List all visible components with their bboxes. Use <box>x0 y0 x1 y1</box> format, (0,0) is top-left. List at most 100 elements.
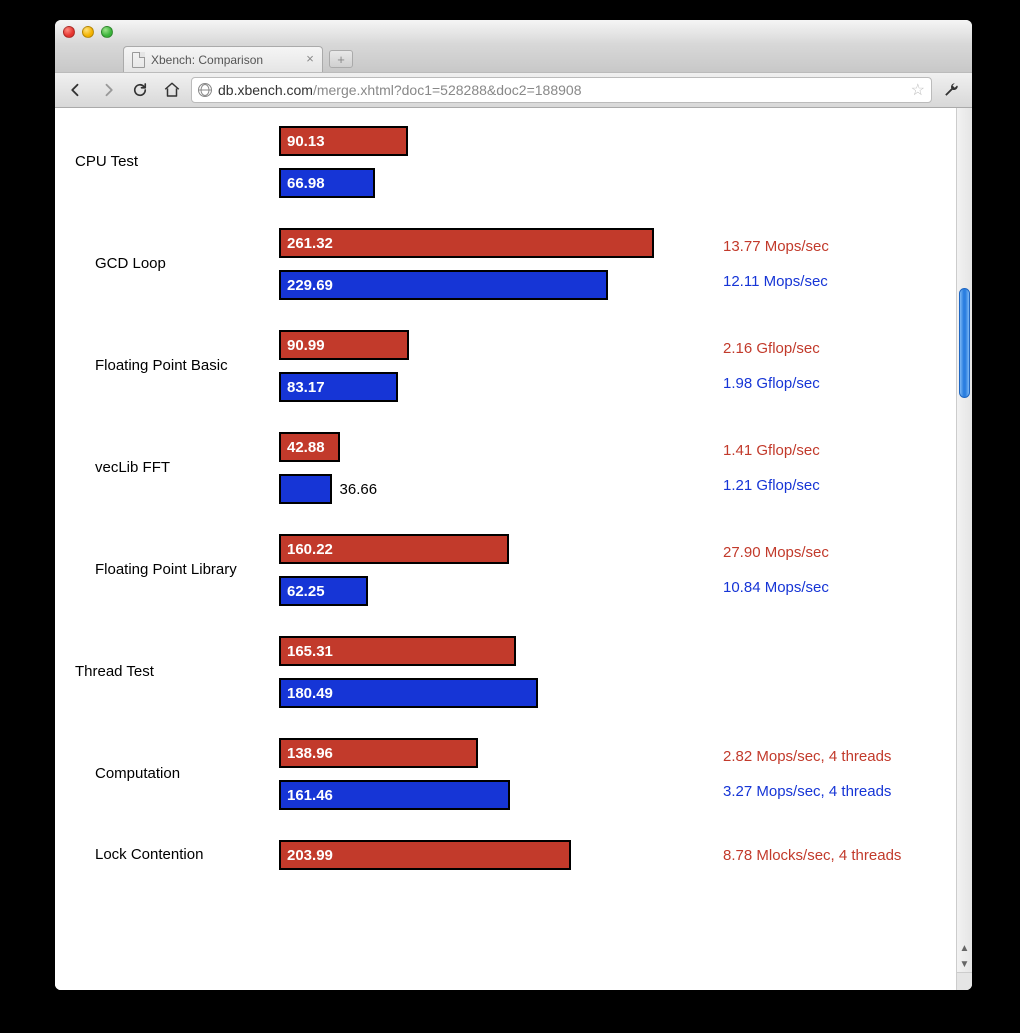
metric-labels: 1.41 Gflop/sec 1.21 Gflop/sec <box>723 442 956 494</box>
benchmark-label: CPU Test <box>55 153 265 172</box>
tab-close-icon[interactable]: × <box>304 53 316 65</box>
close-window-button[interactable] <box>63 26 75 38</box>
bar-row: 261.32 <box>279 228 709 258</box>
benchmark-label: Thread Test <box>55 663 265 682</box>
minimize-window-button[interactable] <box>82 26 94 38</box>
series2-metric: 10.84 Mops/sec <box>723 579 940 596</box>
benchmark-label: Floating Point Basic <box>55 357 265 376</box>
bar-group: 90.99 83.17 <box>279 330 709 402</box>
series1-bar: 138.96 <box>279 738 478 768</box>
page-favicon-icon <box>132 52 145 68</box>
series2-bar: 66.98 <box>279 168 375 198</box>
scrollbar-corner <box>956 972 972 990</box>
series2-bar: 161.46 <box>279 780 510 810</box>
bar-row: 66.98 <box>279 168 709 198</box>
metric-labels: 13.77 Mops/sec 12.11 Mops/sec <box>723 238 956 290</box>
series2-metric: 1.98 Gflop/sec <box>723 375 940 392</box>
wrench-menu-button[interactable] <box>938 78 964 102</box>
bar-group: 203.99 <box>279 840 709 870</box>
back-button[interactable] <box>63 78 89 102</box>
series1-metric: 2.82 Mops/sec, 4 threads <box>723 748 940 765</box>
benchmark-row: GCD Loop 261.32 229.69 13.77 Mops/sec 12.11 … <box>55 228 956 300</box>
benchmark-label: Lock Contention <box>55 846 265 865</box>
globe-icon <box>198 83 212 97</box>
bar-row: 229.69 <box>279 270 709 300</box>
benchmark-row: vecLib FFT 42.88 36.66 1.41 Gflop/sec 1.21 G… <box>55 432 956 504</box>
series1-metric: 27.90 Mops/sec <box>723 544 940 561</box>
bar-row: 90.13 <box>279 126 709 156</box>
metric-labels: 8.78 Mlocks/sec, 4 threads <box>723 847 956 864</box>
bar-row: 160.22 <box>279 534 709 564</box>
metric-labels: 2.82 Mops/sec, 4 threads 3.27 Mops/sec, 4… <box>723 748 956 800</box>
benchmark-label: Floating Point Library <box>55 561 265 580</box>
bar-row: 90.99 <box>279 330 709 360</box>
forward-button[interactable] <box>95 78 121 102</box>
bookmark-star-icon[interactable]: ☆ <box>911 80 925 100</box>
series1-bar: 90.13 <box>279 126 408 156</box>
benchmark-row: CPU Test 90.13 66.98 <box>55 126 956 198</box>
benchmark-label: vecLib FFT <box>55 459 265 478</box>
series1-bar: 90.99 <box>279 330 409 360</box>
series2-bar <box>279 474 332 504</box>
bar-row: 161.46 <box>279 780 709 810</box>
series2-metric: 1.21 Gflop/sec <box>723 477 940 494</box>
page-content: CPU Test 90.13 66.98 GCD Loop 261.32 229.69 13… <box>55 108 956 990</box>
bar-row: 83.17 <box>279 372 709 402</box>
series1-bar: 165.31 <box>279 636 516 666</box>
series1-metric: 2.16 Gflop/sec <box>723 340 940 357</box>
home-button[interactable] <box>159 78 185 102</box>
scroll-up-arrow-icon[interactable]: ▲ <box>957 940 972 956</box>
tab-title: Xbench: Comparison <box>151 53 263 67</box>
benchmark-row: Computation 138.96 161.46 2.82 Mops/sec, 4 … <box>55 738 956 810</box>
bar-row: 62.25 <box>279 576 709 606</box>
new-tab-button[interactable]: + <box>329 50 353 68</box>
window-titlebar[interactable] <box>55 20 972 44</box>
benchmark-label: Computation <box>55 765 265 784</box>
bar-group: 138.96 161.46 <box>279 738 709 810</box>
content-area: CPU Test 90.13 66.98 GCD Loop 261.32 229.69 13… <box>55 108 972 990</box>
browser-window: Xbench: Comparison × + db.xbench.com/mer… <box>55 20 972 990</box>
vertical-scrollbar[interactable]: ▲ ▼ <box>956 108 972 972</box>
benchmark-row: Floating Point Library 160.22 62.25 27.90 M… <box>55 534 956 606</box>
series1-bar: 42.88 <box>279 432 340 462</box>
series1-metric: 1.41 Gflop/sec <box>723 442 940 459</box>
series2-metric: 3.27 Mops/sec, 4 threads <box>723 783 940 800</box>
series1-metric: 13.77 Mops/sec <box>723 238 940 255</box>
bar-group: 160.22 62.25 <box>279 534 709 606</box>
bar-row: 180.49 <box>279 678 709 708</box>
series2-bar: 180.49 <box>279 678 538 708</box>
bar-row: 203.99 <box>279 840 709 870</box>
bar-row: 36.66 <box>279 474 709 504</box>
browser-tab[interactable]: Xbench: Comparison × <box>123 46 323 72</box>
url-text: db.xbench.com/merge.xhtml?doc1=528288&do… <box>218 82 905 98</box>
bar-row: 42.88 <box>279 432 709 462</box>
bar-group: 261.32 229.69 <box>279 228 709 300</box>
tab-strip: Xbench: Comparison × + <box>55 44 972 72</box>
series1-bar: 261.32 <box>279 228 654 258</box>
benchmark-row: Lock Contention 203.99 8.78 Mlocks/sec, 4 … <box>55 840 956 870</box>
scroll-down-arrow-icon[interactable]: ▼ <box>957 956 972 972</box>
bar-group: 165.31 180.49 <box>279 636 709 708</box>
metric-labels: 2.16 Gflop/sec 1.98 Gflop/sec <box>723 340 956 392</box>
series2-metric: 12.11 Mops/sec <box>723 273 940 290</box>
address-bar[interactable]: db.xbench.com/merge.xhtml?doc1=528288&do… <box>191 77 932 103</box>
bar-row: 138.96 <box>279 738 709 768</box>
series1-bar: 160.22 <box>279 534 509 564</box>
series2-bar: 83.17 <box>279 372 398 402</box>
traffic-lights <box>63 26 113 38</box>
reload-button[interactable] <box>127 78 153 102</box>
series2-bar: 62.25 <box>279 576 368 606</box>
benchmark-row: Floating Point Basic 90.99 83.17 2.16 Gflop… <box>55 330 956 402</box>
benchmark-row: Thread Test 165.31 180.49 <box>55 636 956 708</box>
scrollbar-thumb[interactable] <box>959 288 970 398</box>
browser-toolbar: db.xbench.com/merge.xhtml?doc1=528288&do… <box>55 72 972 108</box>
zoom-window-button[interactable] <box>101 26 113 38</box>
benchmark-chart: CPU Test 90.13 66.98 GCD Loop 261.32 229.69 13… <box>55 108 956 870</box>
benchmark-label: GCD Loop <box>55 255 265 274</box>
series1-bar: 203.99 <box>279 840 571 870</box>
metric-labels: 27.90 Mops/sec 10.84 Mops/sec <box>723 544 956 596</box>
series1-metric: 8.78 Mlocks/sec, 4 threads <box>723 847 940 864</box>
bar-group: 90.13 66.98 <box>279 126 709 198</box>
bar-group: 42.88 36.66 <box>279 432 709 504</box>
series2-bar: 229.69 <box>279 270 608 300</box>
